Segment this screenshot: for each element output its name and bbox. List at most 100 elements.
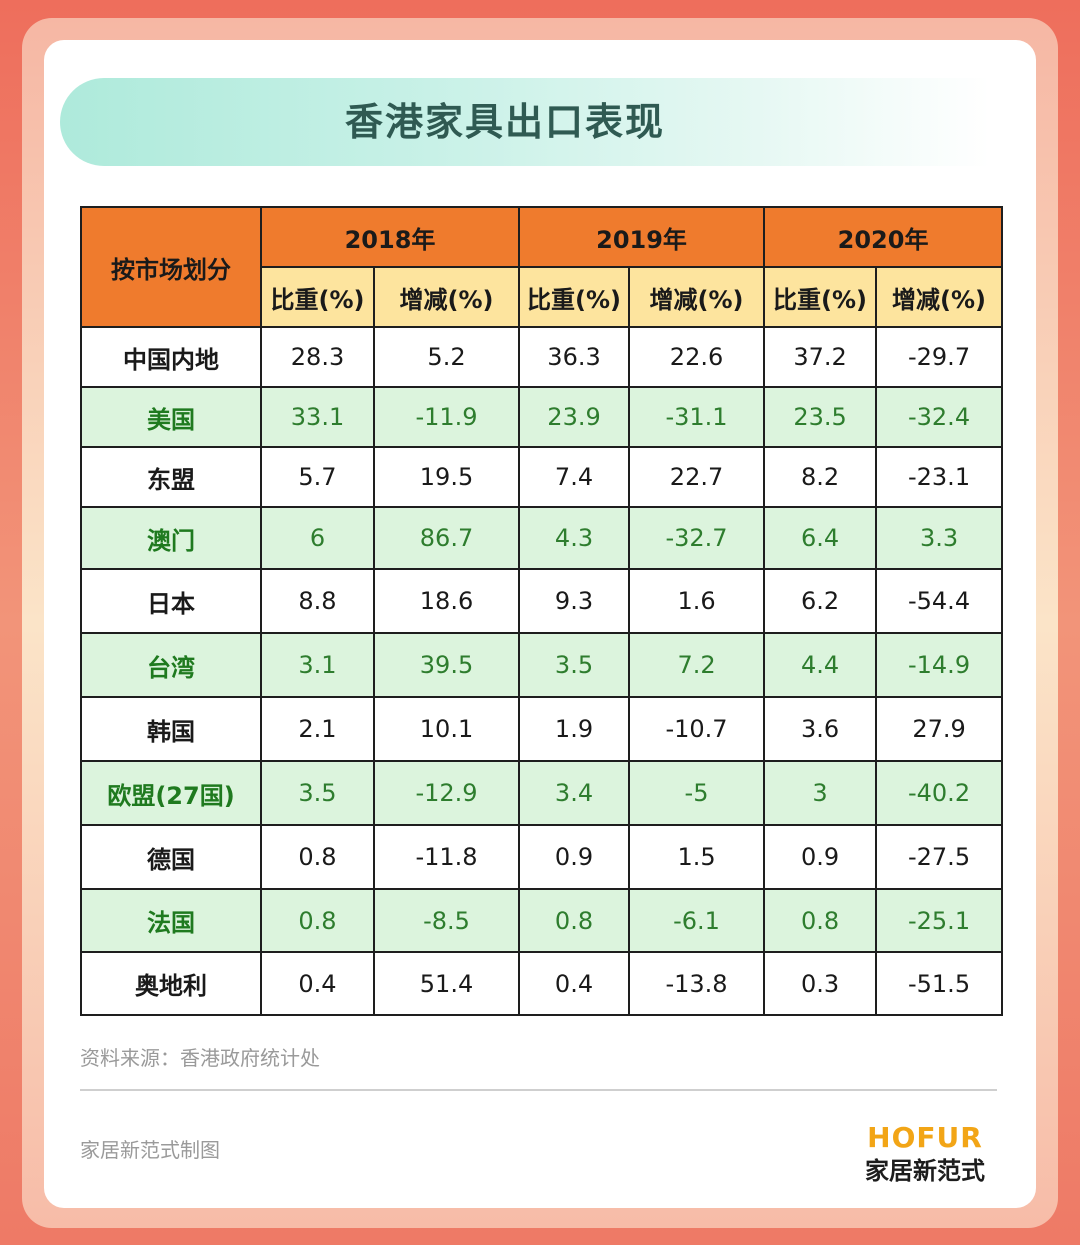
share-2018-cell: 28.3 (260, 326, 375, 388)
market-name-cell: 中国内地 (80, 326, 262, 388)
share-2018-cell: 6 (260, 506, 375, 570)
change-2020-cell: -51.5 (875, 951, 1004, 1016)
table-row: 德国 0.8 -11.8 0.9 1.5 0.9 -27.5 (80, 824, 1004, 890)
share-2020-cell: 3 (763, 760, 878, 826)
share-2019-cell: 4.3 (518, 506, 631, 570)
subheader-change-2018: 增减(%) (372, 266, 521, 328)
change-2018-cell: 5.2 (372, 326, 521, 388)
logo-chinese-name: 家居新范式 (865, 1157, 985, 1185)
table-body: 中国内地 28.3 5.2 36.3 22.6 37.2 -29.7 美国 33.1 -11.9 2… (80, 326, 1004, 1016)
share-2020-cell: 0.9 (763, 824, 878, 890)
year-header-2020: 2020年 (763, 206, 1004, 268)
table-row: 台湾 3.1 39.5 3.5 7.2 4.4 -14.9 (80, 632, 1004, 698)
change-2018-cell: 51.4 (372, 951, 521, 1016)
credit-note: 家居新范式制图 (80, 1138, 220, 1162)
change-2019-cell: 7.2 (628, 632, 766, 698)
change-2018-cell: 86.7 (372, 506, 521, 570)
share-2018-cell: 33.1 (260, 386, 375, 448)
share-2019-cell: 3.5 (518, 632, 631, 698)
share-2018-cell: 3.1 (260, 632, 375, 698)
change-2018-cell: 18.6 (372, 568, 521, 634)
share-2020-cell: 6.2 (763, 568, 878, 634)
change-2019-cell: -32.7 (628, 506, 766, 570)
share-2020-cell: 23.5 (763, 386, 878, 448)
table-row: 日本 8.8 18.6 9.3 1.6 6.2 -54.4 (80, 568, 1004, 634)
share-2018-cell: 0.4 (260, 951, 375, 1016)
change-2020-cell: -25.1 (875, 888, 1004, 953)
change-2019-cell: -6.1 (628, 888, 766, 953)
subheader-share-2018: 比重(%) (260, 266, 375, 328)
market-name-cell: 法国 (80, 888, 262, 953)
share-2019-cell: 0.9 (518, 824, 631, 890)
market-name-cell: 奥地利 (80, 951, 262, 1016)
subheader-change-2019: 增减(%) (628, 266, 766, 328)
market-name-cell: 韩国 (80, 696, 262, 762)
change-2020-cell: -32.4 (875, 386, 1004, 448)
market-header: 按市场划分 (80, 206, 262, 328)
market-name-cell: 台湾 (80, 632, 262, 698)
table-row: 中国内地 28.3 5.2 36.3 22.6 37.2 -29.7 (80, 326, 1004, 388)
change-2018-cell: 19.5 (372, 446, 521, 508)
table-row: 欧盟(27国) 3.5 -12.9 3.4 -5 3 -40.2 (80, 760, 1004, 826)
share-2019-cell: 23.9 (518, 386, 631, 448)
table-row: 澳门 6 86.7 4.3 -32.7 6.4 3.3 (80, 506, 1004, 570)
subheader-share-2020: 比重(%) (763, 266, 878, 328)
share-2018-cell: 5.7 (260, 446, 375, 508)
table-row: 美国 33.1 -11.9 23.9 -31.1 23.5 -32.4 (80, 386, 1004, 448)
table-row: 法国 0.8 -8.5 0.8 -6.1 0.8 -25.1 (80, 888, 1004, 953)
change-2019-cell: -13.8 (628, 951, 766, 1016)
page-title: 香港家具出口表现 (344, 100, 665, 144)
logo-wordmark: HOFUR (867, 1121, 983, 1154)
change-2019-cell: -10.7 (628, 696, 766, 762)
change-2020-cell: -29.7 (875, 326, 1004, 388)
market-name-cell: 德国 (80, 824, 262, 890)
subheader-change-2020: 增减(%) (875, 266, 1004, 328)
share-2019-cell: 0.8 (518, 888, 631, 953)
market-name-cell: 日本 (80, 568, 262, 634)
share-2018-cell: 8.8 (260, 568, 375, 634)
share-2019-cell: 3.4 (518, 760, 631, 826)
market-name-cell: 欧盟(27国) (80, 760, 262, 826)
share-2018-cell: 2.1 (260, 696, 375, 762)
change-2019-cell: 22.6 (628, 326, 766, 388)
market-name-cell: 东盟 (80, 446, 262, 508)
share-2020-cell: 6.4 (763, 506, 878, 570)
change-2018-cell: -12.9 (372, 760, 521, 826)
share-2018-cell: 0.8 (260, 824, 375, 890)
change-2020-cell: -27.5 (875, 824, 1004, 890)
share-2019-cell: 9.3 (518, 568, 631, 634)
change-2019-cell: -5 (628, 760, 766, 826)
subheader-share-2019: 比重(%) (518, 266, 631, 328)
change-2018-cell: -11.9 (372, 386, 521, 448)
year-header-2019: 2019年 (518, 206, 766, 268)
title-banner (60, 78, 990, 166)
share-2020-cell: 4.4 (763, 632, 878, 698)
share-2019-cell: 7.4 (518, 446, 631, 508)
change-2020-cell: -54.4 (875, 568, 1004, 634)
hofur-logo: HOFUR 家居新范式 (850, 1122, 1000, 1188)
change-2019-cell: 22.7 (628, 446, 766, 508)
table-row: 奥地利 0.4 51.4 0.4 -13.8 0.3 -51.5 (80, 951, 1004, 1016)
market-name-cell: 澳门 (80, 506, 262, 570)
share-2018-cell: 0.8 (260, 888, 375, 953)
change-2020-cell: 3.3 (875, 506, 1004, 570)
change-2020-cell: -23.1 (875, 446, 1004, 508)
change-2018-cell: -11.8 (372, 824, 521, 890)
source-note: 资料来源：香港政府统计处 (80, 1046, 320, 1070)
table-row: 韩国 2.1 10.1 1.9 -10.7 3.6 27.9 (80, 696, 1004, 762)
year-header-2018: 2018年 (259, 206, 521, 268)
share-2019-cell: 0.4 (518, 951, 631, 1016)
change-2020-cell: 27.9 (875, 696, 1004, 762)
change-2019-cell: -31.1 (628, 386, 766, 448)
share-2020-cell: 0.3 (763, 951, 878, 1016)
share-2020-cell: 37.2 (763, 326, 878, 388)
share-2020-cell: 8.2 (763, 446, 878, 508)
export-table: 按市场划分 2018年 2019年 2020年 比重(%) 增减(%) 比重(%… (80, 206, 1004, 1016)
market-name-cell: 美国 (80, 386, 262, 448)
change-2020-cell: -40.2 (875, 760, 1004, 826)
change-2018-cell: 10.1 (372, 696, 521, 762)
change-2018-cell: -8.5 (372, 888, 521, 953)
share-2019-cell: 1.9 (518, 696, 631, 762)
table-row: 东盟 5.7 19.5 7.4 22.7 8.2 -23.1 (80, 446, 1004, 508)
share-2020-cell: 3.6 (763, 696, 878, 762)
